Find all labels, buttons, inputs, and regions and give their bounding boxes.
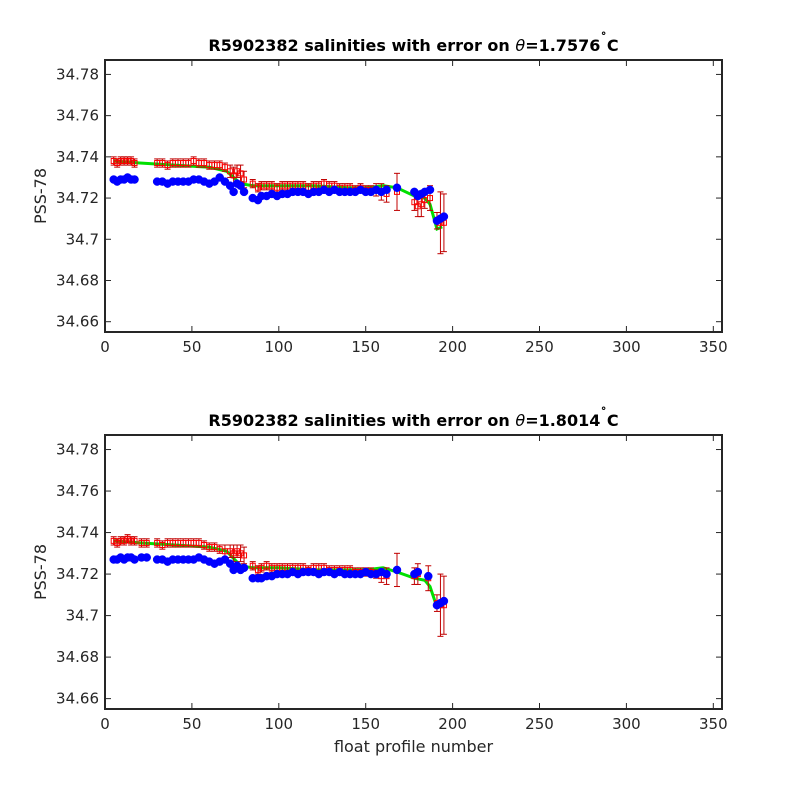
y-tick-label: 34.78: [56, 65, 99, 83]
calibrated-salinity-marker: [124, 157, 131, 164]
y-tick-label: 34.68: [56, 271, 99, 289]
calibrated-salinity-marker: [128, 537, 135, 544]
x-tick-label: 50: [182, 715, 201, 733]
x-tick-label: 0: [100, 338, 110, 356]
chart-title-value: =1.8014: [525, 411, 600, 430]
float-salinity-point: [239, 563, 249, 573]
calibrated-salinity-marker: [427, 195, 434, 202]
x-tick-label: 250: [525, 715, 554, 733]
plot-area: [109, 156, 449, 255]
calibrated-salinity-marker: [131, 537, 138, 544]
float-salinity-point: [239, 187, 249, 197]
y-axis-label: PSS-78: [31, 168, 50, 224]
y-tick-label: 34.78: [56, 441, 99, 459]
x-axis-label: float profile number: [334, 737, 494, 756]
y-tick-label: 34.68: [56, 648, 99, 666]
calibrated-salinity-marker: [117, 537, 124, 544]
chart-title-theta: θ: [515, 411, 525, 430]
calibrated-salinity-marker: [131, 160, 138, 167]
chart-title-degree: ˚: [600, 406, 607, 422]
y-tick-label: 34.72: [56, 565, 99, 583]
x-tick-label: 250: [525, 338, 554, 356]
x-tick-label: 100: [264, 338, 293, 356]
float-salinity-point: [382, 185, 391, 195]
float-salinity-point: [392, 183, 402, 193]
chart-title-value: =1.7576: [525, 36, 600, 55]
float-salinity-point: [439, 212, 449, 221]
y-tick-label: 34.7: [66, 230, 99, 248]
chart-panel-1: 0 50 100 150 200 250 300 350 34.66 34.68 34.7 34.72…: [31, 31, 728, 356]
x-tick-label: 200: [438, 715, 467, 733]
chart-title-unit: C: [607, 411, 619, 430]
calibrated-salinity-marker: [237, 170, 244, 177]
x-tick-label: 300: [612, 715, 641, 733]
float-salinity-point: [382, 569, 391, 579]
chart-panel-2: 0 50 100 150 200 250 300 350 34.66 34.68 34.7 34.72…: [31, 406, 728, 756]
float-salinity-point: [130, 175, 139, 184]
float-salinity-point: [424, 571, 433, 581]
y-tick-label: 34.76: [56, 107, 99, 125]
calibrated-salinity-marker: [249, 180, 256, 187]
calibrated-salinity-marker: [121, 157, 128, 164]
chart-title-unit: C: [607, 36, 619, 55]
calibrated-salinity-marker: [143, 539, 150, 546]
x-tick-label: 300: [612, 338, 641, 356]
float-salinity-point: [229, 187, 238, 197]
x-tick-label: 50: [182, 338, 201, 356]
y-tick-label: 34.76: [56, 482, 99, 500]
float-salinity-point: [439, 596, 449, 606]
chart-title-degree: ˚: [600, 31, 607, 47]
chart-title-prefix: R5902382 salinities with error on: [208, 36, 515, 55]
x-tick-label: 0: [100, 715, 110, 733]
y-tick-label: 34.66: [56, 690, 99, 708]
y-tick-label: 34.7: [66, 607, 99, 625]
x-tick-label: 100: [264, 715, 293, 733]
calibrated-salinity-marker: [221, 164, 228, 171]
x-tick-label: 350: [699, 715, 728, 733]
x-tick-label: 150: [351, 338, 380, 356]
chart-title: R5902382 salinities with error on θ=1.75…: [208, 31, 618, 55]
y-tick-label: 34.66: [56, 313, 99, 331]
float-salinity-point: [413, 567, 423, 577]
float-salinity-point: [392, 565, 402, 575]
plot-area: [109, 534, 449, 637]
x-tick-label: 200: [438, 338, 467, 356]
calibrated-salinity-marker: [249, 562, 256, 569]
float-salinity-point: [142, 553, 151, 562]
axes-box: [104, 59, 723, 333]
calibrated-salinity-marker: [227, 168, 234, 175]
chart-title-prefix: R5902382 salinities with error on: [208, 411, 515, 430]
x-tick-label: 150: [351, 715, 380, 733]
y-axis-label: PSS-78: [31, 544, 50, 600]
calibrated-salinity-marker: [230, 172, 237, 179]
y-tick-label: 34.74: [56, 524, 99, 542]
axes-box: [104, 434, 723, 710]
calibrated-salinity-marker: [117, 157, 124, 164]
y-tick-label: 34.74: [56, 148, 99, 166]
x-tick-label: 350: [699, 338, 728, 356]
calibrated-salinity-marker: [241, 552, 248, 559]
calibrated-salinity-marker: [241, 176, 248, 183]
calibrated-salinity-marker: [411, 199, 418, 206]
chart-title-theta: θ: [515, 36, 525, 55]
calibrated-salinity-marker: [418, 201, 425, 208]
y-tick-label: 34.72: [56, 189, 99, 207]
float-salinity-point: [425, 185, 435, 195]
chart-title: R5902382 salinities with error on θ=1.80…: [208, 406, 618, 430]
